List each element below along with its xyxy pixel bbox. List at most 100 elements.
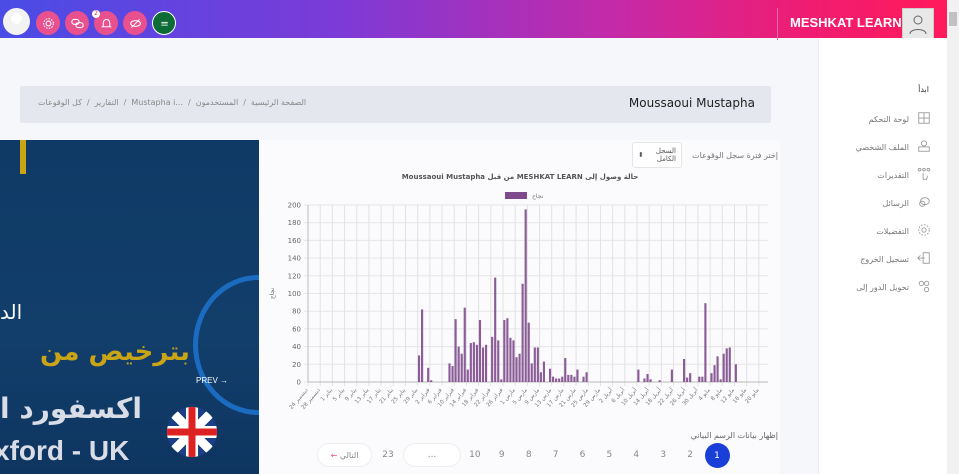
bar <box>515 357 518 382</box>
x-tick-label: 4 مايو <box>698 387 712 402</box>
page-9-button[interactable]: 9 <box>498 450 505 460</box>
promo-text: الد <box>0 300 23 324</box>
bar <box>448 363 451 382</box>
breadcrumb-separator: / <box>243 98 246 107</box>
sidebar-item-label: التفضيلات <box>876 226 909 236</box>
bar <box>536 347 539 382</box>
prev-label: PREV <box>196 376 218 385</box>
bar <box>567 374 570 382</box>
page-3-button[interactable]: 3 <box>660 450 667 460</box>
bar <box>457 346 460 382</box>
sidebar-item-gear[interactable]: التفضيلات <box>876 223 931 239</box>
legend-label: نجاح <box>532 193 544 200</box>
page-last-button[interactable]: 23 <box>382 450 394 460</box>
bar <box>561 376 564 382</box>
eye-off-icon[interactable] <box>123 11 147 35</box>
brand-logo[interactable] <box>902 8 934 40</box>
y-tick-label: 200 <box>288 202 301 210</box>
sidebar-item-messages[interactable]: الرسائل <box>883 195 932 211</box>
sidebar-item-label: الملف الشخصي <box>855 142 909 152</box>
x-tick-label: 20 مايو <box>744 387 760 404</box>
breadcrumb-user[interactable]: Mustapha i... <box>131 98 183 107</box>
sidebar-item-puzzle[interactable]: لوحة التحكم <box>869 111 931 127</box>
breadcrumb-reports[interactable]: التقارير <box>94 98 119 107</box>
x-tick-label: 1 يناير <box>320 387 334 402</box>
page-4-button[interactable]: 4 <box>633 450 640 460</box>
sidebar-item-logout[interactable]: تسجيل الخروج <box>860 251 931 267</box>
promo-decoration <box>0 140 26 174</box>
bar <box>484 344 488 382</box>
sidebar-item-hand-dots[interactable]: التقديرات <box>877 167 931 183</box>
bar <box>427 367 430 382</box>
prev-button[interactable]: PREV → <box>196 376 229 385</box>
y-tick-label: 40 <box>292 343 301 351</box>
breadcrumb-all-events: كل الوقوعات <box>38 98 82 107</box>
period-filter-label: إختر فترة سجل الوقوعات <box>692 151 778 160</box>
sidebar-item-label: تحويل الدور إلى <box>856 282 909 292</box>
breadcrumb-users[interactable]: المستخدمون <box>195 98 239 107</box>
chart-title: حالة وصول إلى MESHKAT LEARN من قبل Mouss… <box>401 173 639 181</box>
y-tick-label: 140 <box>288 255 301 263</box>
bar <box>497 340 500 382</box>
y-axis-label: نجاح <box>269 288 276 300</box>
page-5-button[interactable]: 5 <box>606 450 613 460</box>
bar <box>704 303 707 382</box>
saudi-flag-icon[interactable] <box>152 11 176 35</box>
bar <box>552 376 555 382</box>
bar <box>555 378 558 382</box>
bar <box>524 209 527 382</box>
page-6-button[interactable]: 6 <box>579 450 586 460</box>
bar <box>469 343 472 382</box>
breadcrumb-home[interactable]: الصفحة الرئيسية <box>250 98 307 107</box>
sidebar-item-label: لوحة التحكم <box>868 114 909 124</box>
bar <box>698 376 701 382</box>
bar <box>683 358 686 382</box>
bar <box>451 366 454 382</box>
bar <box>722 353 725 382</box>
bar <box>466 369 469 382</box>
show-chart-data-link[interactable]: إظهار بيانات الرسم البياني <box>690 431 778 440</box>
y-tick-label: 180 <box>288 219 301 227</box>
puzzle-icon <box>917 111 931 127</box>
bar <box>573 376 576 382</box>
y-tick-label: 160 <box>288 237 301 245</box>
bar <box>527 322 530 382</box>
sidebar-item-label: تسجيل الخروج <box>860 254 909 264</box>
bar <box>646 374 649 382</box>
promo-banner: الد بترخيص من اكسفورد ا xford - UK PREV … <box>0 140 259 474</box>
sidebar-item-switch-role[interactable]: تحويل الدور إلى <box>856 279 931 295</box>
bar <box>670 369 673 382</box>
period-select[interactable]: السجل الكامل ⬍ <box>632 142 682 168</box>
page-10-button[interactable]: 10 <box>469 450 481 460</box>
breadcrumb-separator: / <box>188 98 191 107</box>
messages-icon <box>917 195 931 211</box>
bar <box>518 353 521 382</box>
chat-icon[interactable] <box>65 11 89 35</box>
bar <box>719 379 722 382</box>
y-tick-label: 20 <box>292 361 301 369</box>
user-avatar[interactable] <box>3 8 30 35</box>
bar <box>530 363 533 382</box>
bar <box>686 377 689 382</box>
bar <box>542 361 546 382</box>
page-8-button[interactable]: 8 <box>525 450 532 460</box>
bar <box>509 337 512 382</box>
bar <box>701 376 704 382</box>
next-page-button[interactable]: التالي ← <box>317 443 372 467</box>
bar <box>472 342 475 382</box>
bar <box>637 369 640 382</box>
sidebar-item-profile[interactable]: الملف الشخصي <box>856 139 931 155</box>
y-tick-label: 80 <box>292 308 301 316</box>
page-7-button[interactable]: 7 <box>552 450 559 460</box>
y-tick-label: 100 <box>288 290 301 298</box>
page-scrollbar[interactable] <box>947 0 959 474</box>
period-select-value: السجل الكامل <box>655 147 676 163</box>
sidebar: ابدأ لوحة التحكم الملف الشخصي التقديرات الر… <box>818 38 947 474</box>
page-1-button[interactable]: 1 <box>704 443 730 468</box>
bar <box>689 373 692 382</box>
uk-flag-icon <box>167 407 217 457</box>
page-2-button[interactable]: 2 <box>687 450 693 460</box>
settings-icon[interactable] <box>36 11 60 35</box>
profile-icon <box>917 139 931 155</box>
hand-dots-icon <box>917 167 931 183</box>
